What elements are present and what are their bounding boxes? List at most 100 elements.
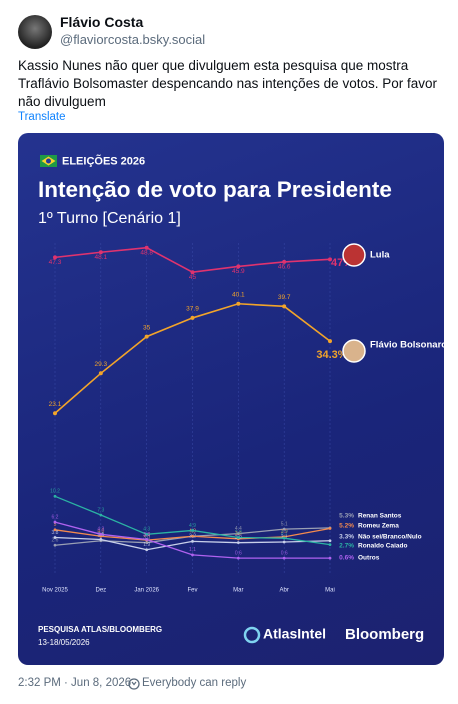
data-label: 5.1 — [281, 521, 288, 527]
data-label: 48.8 — [140, 249, 153, 256]
tag: ELEIÇÕES 2026 — [62, 154, 145, 167]
point — [98, 250, 103, 255]
point — [236, 301, 241, 306]
logo: Bloomberg — [345, 626, 424, 643]
handle[interactable]: @flaviorcosta.bsky.social — [60, 32, 206, 47]
x-tick-label: Dez — [95, 588, 106, 594]
x-tick-label: Nov 2025 — [42, 588, 68, 594]
data-label: 1.1 — [189, 547, 196, 553]
chart-subtitle: 1º Turno [Cenário 1] — [38, 210, 181, 227]
legend-avatar — [342, 243, 366, 267]
data-label: 3.5 — [143, 532, 150, 538]
data-label: 35 — [143, 324, 151, 331]
x-tick-label: Mar — [233, 588, 243, 594]
reply-setting: Everybody can reply — [142, 677, 247, 689]
point — [328, 556, 332, 560]
point — [191, 529, 194, 532]
point — [99, 513, 103, 517]
data-label: 3.6 — [235, 531, 242, 537]
x-tick-label: Abr — [279, 588, 288, 594]
data-label: 6.2 — [52, 514, 59, 520]
legend-avatar — [342, 339, 366, 363]
point — [145, 532, 149, 536]
point — [328, 539, 332, 543]
data-label: 3.0 — [143, 535, 150, 541]
data-label: 2.6 — [52, 538, 59, 544]
data-label: 4.3 — [97, 527, 104, 533]
data-label: 4.9 — [189, 523, 196, 529]
data-label: 10.2 — [50, 489, 60, 495]
x-tick-label: Jan 2026 — [134, 588, 159, 594]
legend-label: Não sei/Branco/Nulo — [358, 534, 422, 541]
translate-link[interactable]: Translate — [18, 111, 66, 123]
point — [328, 257, 332, 262]
point — [282, 540, 286, 544]
point — [53, 255, 57, 260]
atlas-icon — [243, 626, 261, 644]
point — [53, 520, 57, 524]
point — [145, 541, 149, 545]
point — [328, 527, 332, 530]
data-label: 0.6% — [339, 555, 354, 562]
legend-label: Romeu Zema — [358, 523, 399, 530]
flag — [40, 155, 57, 167]
data-label: 46.6 — [278, 264, 291, 271]
point — [99, 538, 103, 541]
point — [282, 556, 286, 560]
data-label: 3.8 — [235, 530, 242, 536]
data-label: 5.3% — [339, 513, 354, 520]
data-label: 45.9 — [232, 268, 245, 275]
data-label: 4.4 — [235, 526, 242, 532]
data-label: 3.3% — [339, 534, 354, 541]
point — [236, 536, 240, 539]
point — [144, 245, 149, 250]
chart-title: Intenção de voto para Presidente — [38, 177, 392, 202]
point — [236, 532, 240, 536]
data-label: 40.1 — [232, 291, 245, 298]
x-tick-label: Mai — [325, 588, 335, 594]
dates: 13-18/05/2026 — [38, 638, 90, 647]
data-label: 48.1 — [95, 254, 108, 261]
data-label: 39.7 — [278, 294, 291, 301]
data-label: 3.9 — [281, 529, 288, 535]
data-label: 4.3 — [143, 527, 150, 533]
point — [53, 528, 57, 532]
data-label: 1.9 — [143, 542, 150, 548]
data-label: 5 — [54, 522, 57, 528]
point — [282, 527, 286, 531]
point — [236, 541, 240, 545]
point — [99, 532, 103, 536]
point — [53, 543, 57, 547]
chart-image[interactable]: ELEIÇÕES 2026 Intenção de voto para Pres… — [18, 133, 444, 665]
data-label: 7.3 — [97, 507, 104, 513]
point — [144, 334, 149, 339]
data-label: 0.6 — [235, 550, 242, 556]
point — [190, 315, 195, 320]
data-label: 5.2% — [339, 523, 354, 530]
author[interactable]: Flávio Costa — [60, 14, 144, 30]
data-label: 4.0 — [97, 529, 104, 535]
point — [282, 259, 287, 264]
point — [191, 539, 194, 543]
point — [282, 536, 286, 540]
post-text: Kassio Nunes não quer que divulguem esta… — [18, 58, 437, 109]
data-label: 3.7 — [281, 531, 288, 537]
point — [236, 264, 241, 269]
avatar[interactable] — [18, 15, 52, 49]
point — [191, 553, 194, 557]
point — [53, 411, 57, 416]
source: PESQUISA ATLAS/BLOOMBERG — [38, 625, 162, 634]
point — [98, 371, 103, 376]
point — [53, 536, 57, 539]
data-label: 3.8 — [52, 530, 59, 536]
point — [282, 304, 287, 309]
point — [236, 556, 240, 560]
point — [53, 494, 57, 498]
data-label: 2.7% — [339, 543, 354, 550]
logo: AtlasIntel — [263, 626, 326, 642]
point — [145, 538, 149, 541]
legend-label: Flávio Bolsonaro — [370, 340, 444, 351]
point — [190, 270, 195, 275]
data-label: 0.6 — [281, 550, 288, 556]
